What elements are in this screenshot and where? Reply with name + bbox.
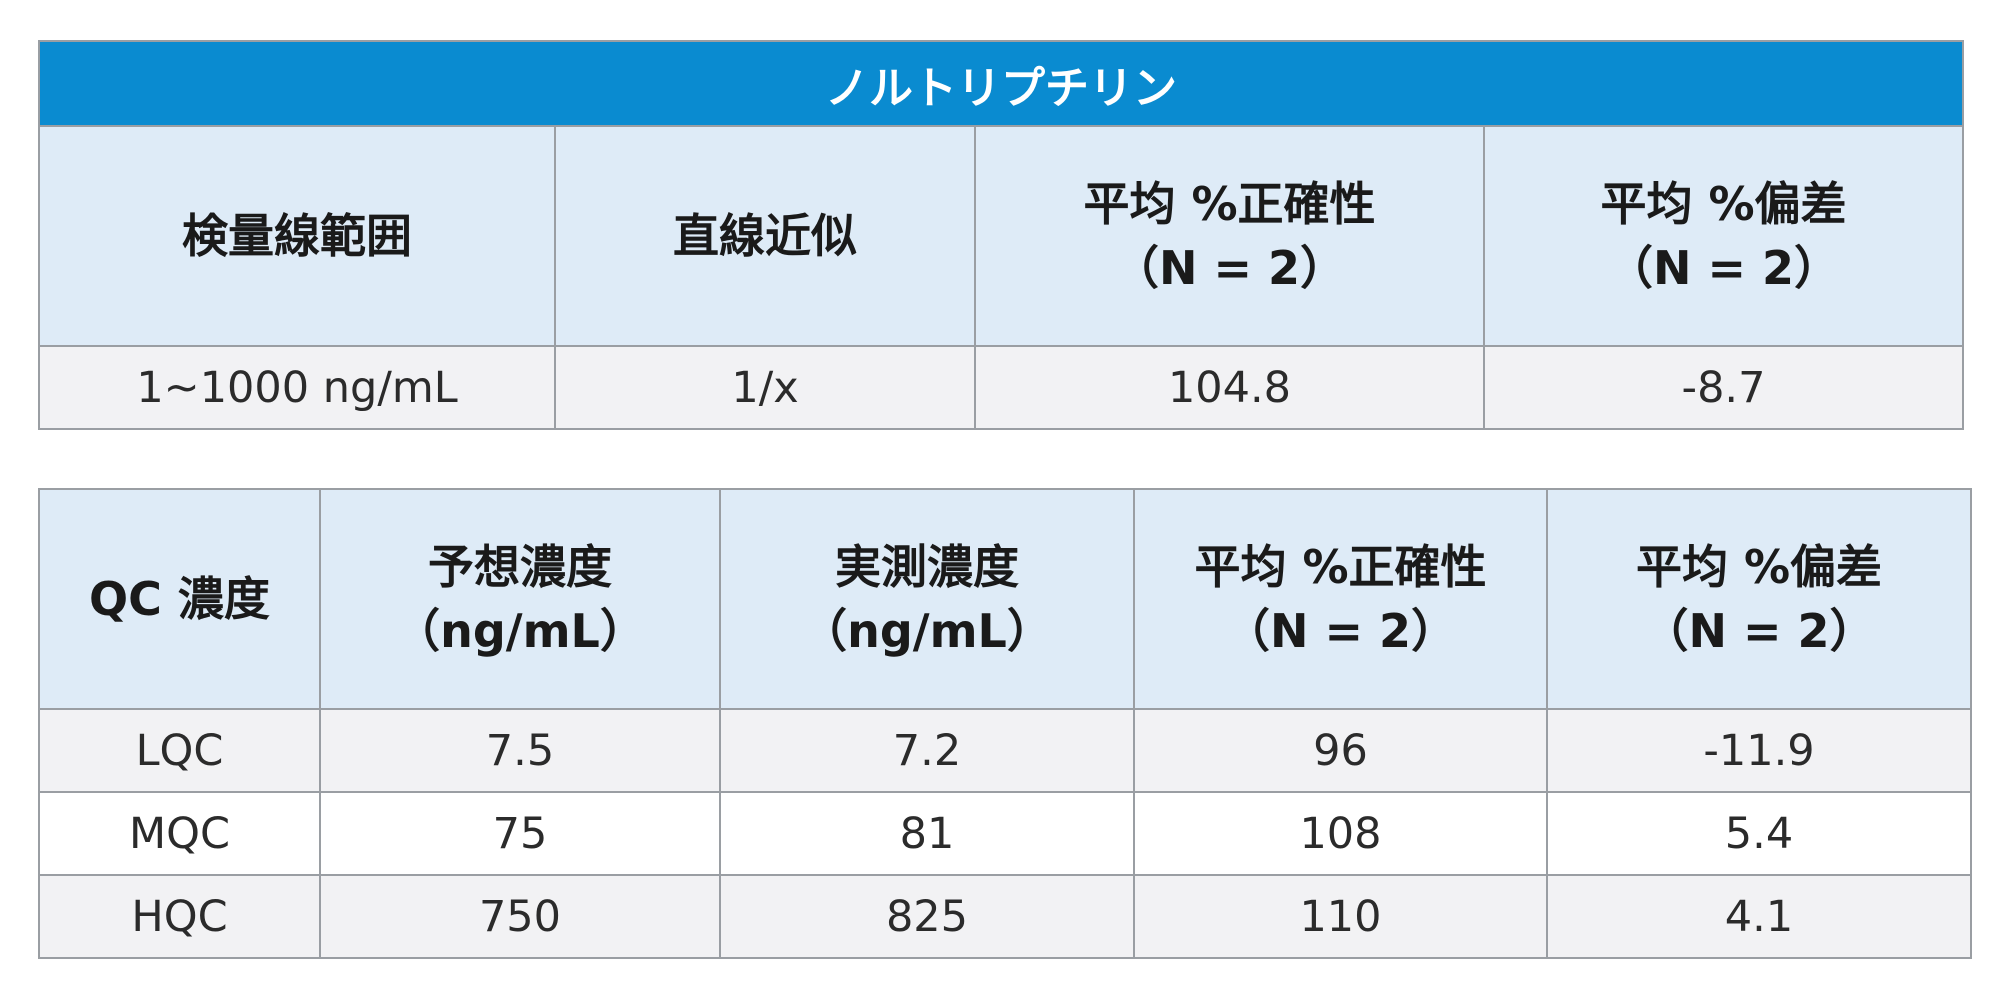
column-header-mean-deviation: 平均 %偏差 （N = 2）: [1483, 125, 1964, 347]
cell-mean-accuracy: 104.8: [974, 345, 1485, 430]
header-line: 検量線範囲: [182, 208, 412, 263]
table-row: LQC 7.5 7.2 96 -11.9: [38, 708, 1972, 793]
header-line: 平均 %偏差: [1635, 539, 1883, 594]
table-row: HQC 750 825 110 4.1: [38, 874, 1972, 959]
qc-table: QC 濃度 予想濃度 （ng/mL） 実測濃度 （ng/mL） 平均 %正確性 …: [38, 488, 1972, 959]
header-subline: （ng/mL）: [801, 604, 1053, 658]
cell-mean-deviation: 4.1: [1546, 874, 1972, 959]
cell-linear-fit: 1/x: [554, 345, 976, 430]
column-header-mean-accuracy: 平均 %正確性 （N = 2）: [1133, 488, 1548, 710]
column-header-measured-conc: 実測濃度 （ng/mL）: [719, 488, 1135, 710]
table-row: MQC 75 81 108 5.4: [38, 791, 1972, 876]
header-subline: （N = 2）: [1642, 604, 1876, 658]
cell-mean-deviation: -8.7: [1483, 345, 1964, 430]
cell-qc-level: LQC: [38, 708, 321, 793]
header-line: QC 濃度: [89, 571, 270, 626]
cell-mean-accuracy: 96: [1133, 708, 1548, 793]
column-header-calibration-range: 検量線範囲: [38, 125, 556, 347]
header-line: 平均 %偏差: [1600, 176, 1847, 231]
header-line: 直線近似: [673, 208, 857, 263]
table-title: ノルトリプチリン: [38, 40, 1964, 127]
cell-expected-conc: 75: [319, 791, 721, 876]
header-subline: （N = 2）: [1223, 604, 1458, 658]
cell-mean-accuracy: 110: [1133, 874, 1548, 959]
column-header-qc-level: QC 濃度: [38, 488, 321, 710]
header-subline: （ng/mL）: [394, 604, 646, 658]
header-line: 予想濃度: [428, 539, 612, 594]
calibration-table: ノルトリプチリン 検量線範囲 直線近似 平均 %正確性 （N = 2） 平均 %…: [38, 40, 1964, 430]
cell-expected-conc: 750: [319, 874, 721, 959]
cell-expected-conc: 7.5: [319, 708, 721, 793]
header-line: 平均 %正確性: [1194, 539, 1487, 594]
header-subline: （N = 2）: [1112, 241, 1347, 295]
column-header-mean-deviation: 平均 %偏差 （N = 2）: [1546, 488, 1972, 710]
header-subline: （N = 2）: [1606, 241, 1841, 295]
cell-mean-deviation: -11.9: [1546, 708, 1972, 793]
cell-measured-conc: 825: [719, 874, 1135, 959]
cell-measured-conc: 81: [719, 791, 1135, 876]
cell-measured-conc: 7.2: [719, 708, 1135, 793]
column-header-mean-accuracy: 平均 %正確性 （N = 2）: [974, 125, 1485, 347]
column-header-expected-conc: 予想濃度 （ng/mL）: [319, 488, 721, 710]
header-row: 検量線範囲 直線近似 平均 %正確性 （N = 2） 平均 %偏差 （N = 2…: [38, 125, 1964, 347]
header-line: 平均 %正確性: [1083, 176, 1376, 231]
table-row: 1~1000 ng/mL 1/x 104.8 -8.7: [38, 345, 1964, 430]
cell-qc-level: HQC: [38, 874, 321, 959]
cell-qc-level: MQC: [38, 791, 321, 876]
cell-mean-accuracy: 108: [1133, 791, 1548, 876]
cell-mean-deviation: 5.4: [1546, 791, 1972, 876]
column-header-linear-fit: 直線近似: [554, 125, 976, 347]
header-line: 実測濃度: [835, 539, 1019, 594]
cell-calibration-range: 1~1000 ng/mL: [38, 345, 556, 430]
header-row: QC 濃度 予想濃度 （ng/mL） 実測濃度 （ng/mL） 平均 %正確性 …: [38, 488, 1972, 710]
